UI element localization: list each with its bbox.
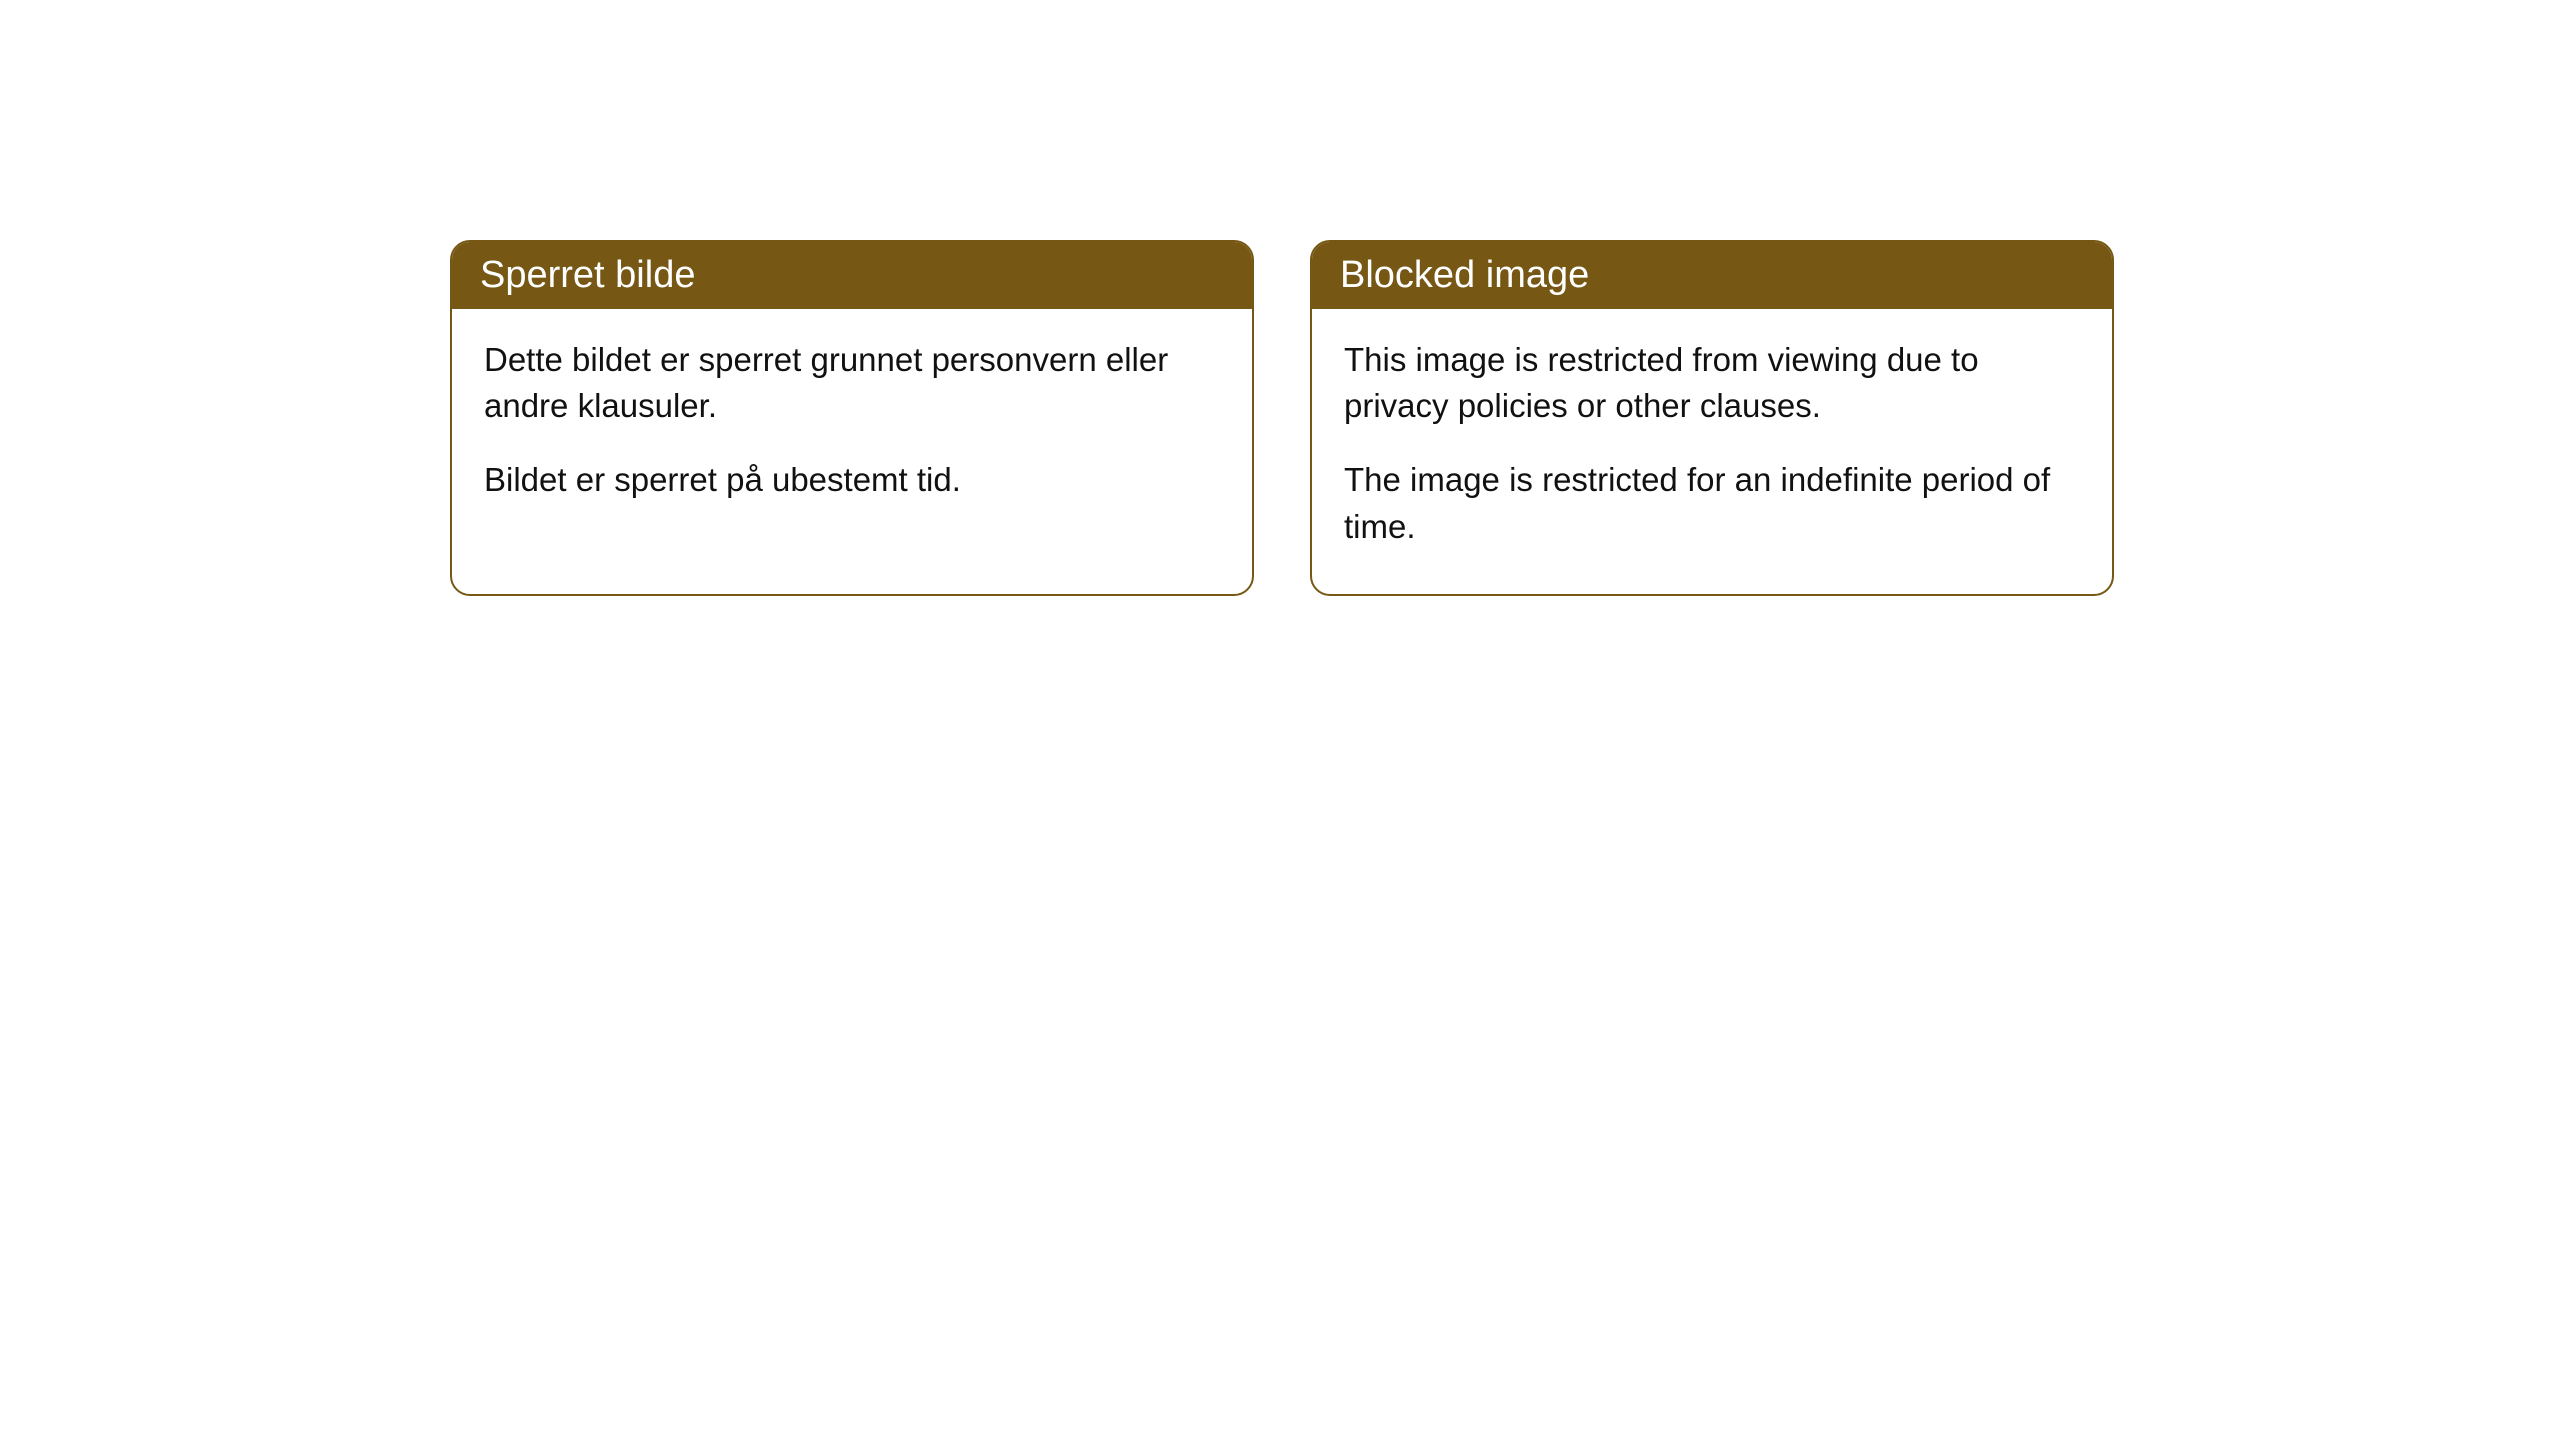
card-text-english-2: The image is restricted for an indefinit…	[1344, 457, 2080, 549]
cards-container: Sperret bilde Dette bildet er sperret gr…	[0, 0, 2560, 596]
card-body-english: This image is restricted from viewing du…	[1312, 309, 2112, 594]
card-title-english: Blocked image	[1340, 254, 1589, 296]
card-text-norwegian-2: Bildet er sperret på ubestemt tid.	[484, 457, 1220, 503]
card-body-norwegian: Dette bildet er sperret grunnet personve…	[452, 309, 1252, 548]
card-english: Blocked image This image is restricted f…	[1310, 240, 2114, 596]
card-text-english-1: This image is restricted from viewing du…	[1344, 337, 2080, 429]
card-title-norwegian: Sperret bilde	[480, 254, 695, 296]
card-header-norwegian: Sperret bilde	[452, 242, 1252, 309]
card-header-english: Blocked image	[1312, 242, 2112, 309]
card-text-norwegian-1: Dette bildet er sperret grunnet personve…	[484, 337, 1220, 429]
card-norwegian: Sperret bilde Dette bildet er sperret gr…	[450, 240, 1254, 596]
